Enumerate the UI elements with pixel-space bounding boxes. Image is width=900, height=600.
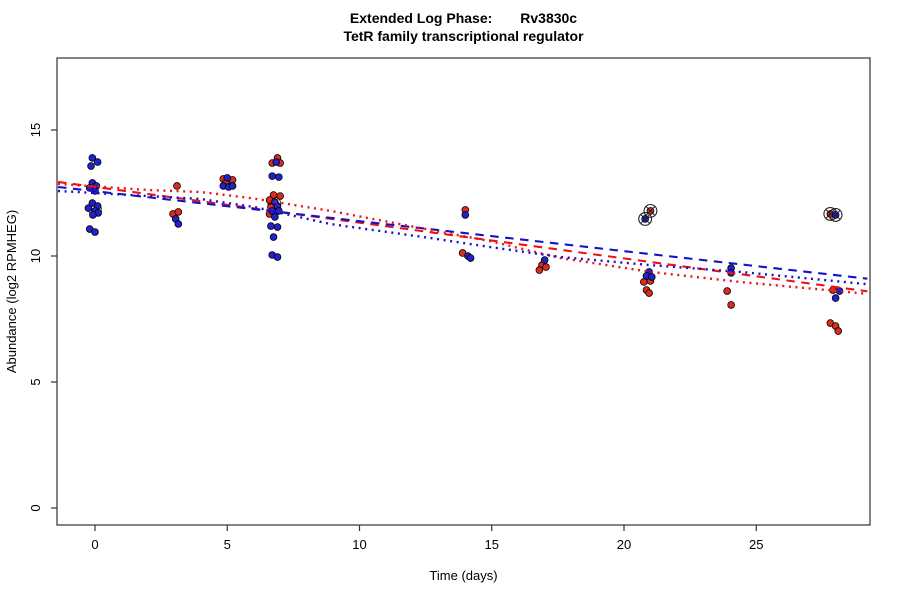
blue-point bbox=[273, 223, 282, 231]
red-point bbox=[542, 263, 550, 271]
y-tick-label: 10 bbox=[28, 249, 43, 263]
blue-point bbox=[89, 211, 97, 219]
flag-cross-line bbox=[645, 206, 656, 216]
blue-point bbox=[269, 233, 278, 241]
red-point bbox=[276, 192, 284, 200]
chart-title-line1: Extended Log Phase: Rv3830c bbox=[57, 10, 870, 26]
trend-lines-group bbox=[57, 180, 868, 295]
blue-point bbox=[461, 211, 470, 219]
red-point bbox=[174, 208, 183, 216]
blue-point bbox=[273, 253, 282, 261]
title-gene-name: Rv3830c bbox=[520, 10, 578, 26]
x-axis-label: Time (days) bbox=[429, 568, 497, 583]
flag-circle-marker bbox=[638, 212, 653, 226]
blue-point bbox=[466, 254, 475, 262]
flag-circle-marker bbox=[643, 203, 658, 218]
blue-point bbox=[272, 158, 280, 166]
x-tick-label: 5 bbox=[224, 537, 231, 552]
red-point bbox=[173, 182, 181, 190]
blue-point bbox=[93, 158, 102, 166]
blue-point bbox=[275, 173, 283, 181]
title-phase-label: Extended Log Phase: bbox=[349, 10, 493, 26]
blue-point bbox=[228, 182, 237, 190]
x-tick-label: 15 bbox=[485, 537, 499, 552]
x-tick-label: 20 bbox=[617, 537, 631, 552]
x-tick-label: 25 bbox=[749, 537, 763, 552]
blue-point bbox=[647, 273, 656, 281]
red-point bbox=[723, 287, 731, 295]
blue-point bbox=[267, 222, 275, 230]
y-axis-label: Abundance (log2 RPMHEG) bbox=[4, 210, 19, 373]
flag-cross-line bbox=[825, 209, 836, 219]
flag-cross-line bbox=[830, 210, 841, 220]
blue-dotted-fit bbox=[57, 189, 868, 286]
red-point bbox=[727, 301, 735, 309]
axis-ticks-group: 0 5 10 15 20 25 0 5 10 15 bbox=[28, 123, 763, 552]
y-tick-label: 15 bbox=[28, 123, 43, 137]
blue-point bbox=[84, 204, 93, 212]
blue-point bbox=[223, 174, 232, 182]
plot-box-group bbox=[56, 57, 871, 526]
x-tick-label: 10 bbox=[352, 537, 366, 552]
blue-point bbox=[87, 162, 95, 170]
data-points-group bbox=[84, 154, 844, 335]
x-tick-label: 0 bbox=[91, 537, 98, 552]
red-dotted-fit bbox=[57, 182, 868, 295]
red-point bbox=[535, 266, 544, 274]
blue-point bbox=[540, 256, 549, 264]
blue-point bbox=[174, 220, 183, 228]
blue-point bbox=[268, 172, 277, 180]
blue-dashed-fit bbox=[57, 185, 868, 280]
y-tick-label: 0 bbox=[28, 504, 43, 511]
y-tick-label: 5 bbox=[28, 378, 43, 385]
blue-point bbox=[88, 154, 97, 162]
blue-point bbox=[831, 294, 840, 302]
flag-cross-line bbox=[640, 214, 651, 224]
flagged-points-group bbox=[638, 203, 843, 226]
chart-title: Extended Log Phase: Rv3830c TetR family t… bbox=[57, 10, 870, 44]
red-dashed-fit bbox=[57, 180, 868, 293]
blue-point bbox=[271, 213, 279, 221]
chart-subtitle: TetR family transcriptional regulator bbox=[343, 28, 584, 44]
blue-point bbox=[91, 228, 99, 236]
flag-circle-marker bbox=[828, 207, 843, 222]
plot-box bbox=[56, 57, 871, 526]
red-point bbox=[645, 289, 653, 297]
red-point bbox=[834, 327, 843, 335]
